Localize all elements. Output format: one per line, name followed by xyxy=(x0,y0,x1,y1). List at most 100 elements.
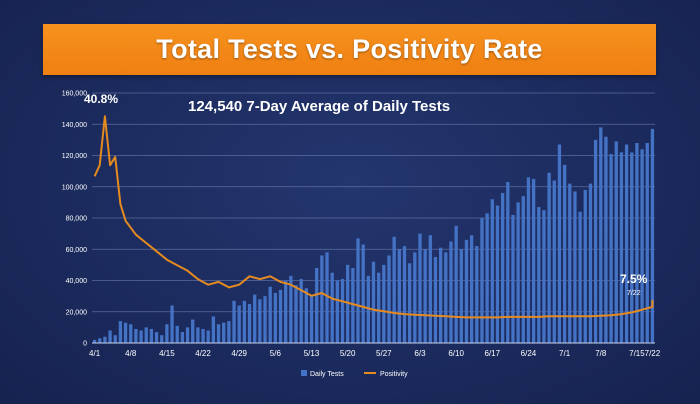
tests-bar xyxy=(614,141,618,343)
tests-bar xyxy=(232,300,236,343)
tests-bar xyxy=(500,193,505,343)
legend-label-tests: Daily Tests xyxy=(310,371,344,378)
tests-bar xyxy=(418,233,422,343)
tests-bar xyxy=(191,319,195,343)
tests-bar xyxy=(258,299,262,343)
tests-bar xyxy=(237,305,241,343)
tests-bar xyxy=(562,164,567,343)
tests-bar xyxy=(619,152,624,343)
tests-bar xyxy=(464,239,469,343)
x-tick-label: 7/22 xyxy=(645,349,661,358)
x-tick-label: 7/1 xyxy=(559,349,571,358)
title-banner: Total Tests vs. Positivity Rate xyxy=(43,24,656,75)
tests-bar xyxy=(640,149,644,343)
tests-bar xyxy=(320,255,324,343)
tests-bar xyxy=(583,189,587,343)
y-tick-label: 40,000 xyxy=(66,278,88,285)
x-tick-label: 6/3 xyxy=(414,349,426,358)
tests-bar xyxy=(206,330,210,343)
x-tick-label: 4/29 xyxy=(231,349,247,358)
tests-bar xyxy=(449,241,453,343)
tests-bar xyxy=(263,296,267,343)
x-tick-label: 6/17 xyxy=(485,349,501,358)
y-tick-label: 140,000 xyxy=(62,122,87,129)
tests-bar xyxy=(284,280,288,343)
tests-bar xyxy=(170,305,174,343)
legend-label-positivity: Positivity xyxy=(380,371,408,378)
tests-bar xyxy=(433,257,438,343)
tests-bar xyxy=(413,252,417,343)
tests-bar xyxy=(650,128,655,343)
tests-bar xyxy=(201,328,205,343)
tests-bar xyxy=(537,207,541,343)
tests-bar xyxy=(552,180,556,343)
tests-bar xyxy=(113,335,117,343)
x-tick-label: 5/6 xyxy=(270,349,282,358)
x-tick-label: 5/27 xyxy=(376,349,392,358)
tests-bar xyxy=(165,324,169,343)
y-tick-label: 20,000 xyxy=(66,309,88,316)
y-axis-ticks: 0 20,000 40,000 60,000 80,000 100,000 120,000 1… xyxy=(62,91,87,348)
tests-bar xyxy=(335,280,339,343)
tests-bar xyxy=(149,328,154,343)
tests-bar xyxy=(92,339,97,343)
y-tick-label: 100,000 xyxy=(62,184,87,191)
legend: Daily Tests Positivity xyxy=(301,370,408,378)
tests-bar xyxy=(469,235,474,343)
gridlines xyxy=(92,92,655,313)
x-tick-label: 6/24 xyxy=(521,349,537,358)
tests-bar xyxy=(475,246,479,343)
tests-bar xyxy=(444,252,448,343)
tests-bar xyxy=(397,249,401,343)
x-tick-label: 4/8 xyxy=(125,349,137,358)
tests-bar xyxy=(361,244,365,343)
tests-bar xyxy=(299,278,303,343)
tests-bar xyxy=(253,294,257,343)
tests-bar xyxy=(438,247,443,343)
tests-bar xyxy=(98,338,102,343)
tests-bar xyxy=(315,268,319,343)
tests-bar xyxy=(635,143,639,343)
tests-bar xyxy=(247,303,252,343)
tests-bar xyxy=(185,327,190,343)
tests-bar xyxy=(160,335,164,343)
tests-bar xyxy=(304,288,309,343)
tests-bar xyxy=(340,278,345,343)
x-tick-label: 4/1 xyxy=(89,349,101,358)
tests-bar xyxy=(278,289,283,343)
tests-bar xyxy=(454,225,458,343)
tests-bar xyxy=(377,272,381,343)
tests-bar xyxy=(371,261,376,343)
tests-bar xyxy=(325,252,329,343)
tests-bar xyxy=(542,210,546,343)
tests-bar xyxy=(118,321,123,343)
tests-bar xyxy=(180,332,185,343)
tests-bar xyxy=(216,324,221,343)
tests-bar xyxy=(175,325,179,343)
tests-bar xyxy=(294,285,298,343)
x-axis-ticks: 4/1 4/8 4/15 4/22 4/29 5/6 5/13 5/20 5/27 6/3 6/10… xyxy=(89,349,661,358)
tests-bar xyxy=(599,127,603,343)
tests-bar xyxy=(273,293,278,343)
tests-bar xyxy=(573,191,577,343)
x-tick-label: 6/10 xyxy=(448,349,464,358)
start-positivity-label: 40.8% xyxy=(84,92,118,106)
end-positivity-label: 7.5% xyxy=(620,272,648,286)
legend-swatch-tests xyxy=(301,370,307,376)
tests-bar xyxy=(211,316,216,343)
tests-bar xyxy=(242,300,247,343)
y-tick-label: 60,000 xyxy=(66,247,88,254)
tests-bar xyxy=(196,327,200,343)
tests-bar xyxy=(346,264,350,343)
tests-bar xyxy=(222,322,226,343)
tests-bar xyxy=(366,275,370,343)
tests-bar xyxy=(423,249,427,343)
tests-bar xyxy=(428,235,432,343)
tests-bar xyxy=(382,264,386,343)
tests-bar xyxy=(511,214,515,343)
tests-bar xyxy=(103,336,107,343)
tests-bar xyxy=(609,153,613,343)
daily-tests-bars xyxy=(92,127,655,343)
y-tick-label: 80,000 xyxy=(66,216,88,223)
tests-bar xyxy=(593,139,598,343)
